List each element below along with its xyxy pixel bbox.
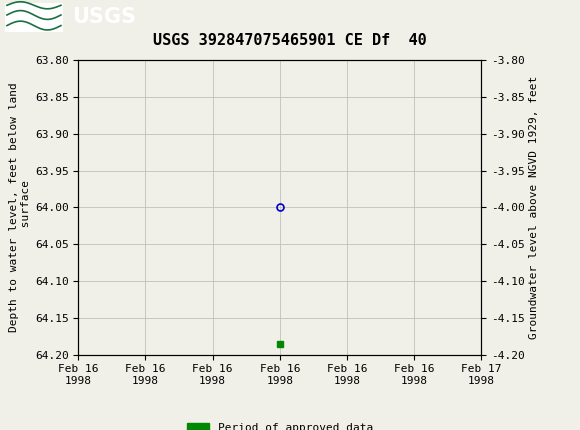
Legend: Period of approved data: Period of approved data xyxy=(182,419,378,430)
Text: USGS: USGS xyxy=(72,7,136,27)
Text: USGS 392847075465901 CE Df  40: USGS 392847075465901 CE Df 40 xyxy=(153,34,427,48)
Y-axis label: Depth to water level, feet below land
 surface: Depth to water level, feet below land su… xyxy=(9,83,31,332)
Y-axis label: Groundwater level above NGVD 1929, feet: Groundwater level above NGVD 1929, feet xyxy=(529,76,539,339)
FancyBboxPatch shape xyxy=(5,3,63,32)
